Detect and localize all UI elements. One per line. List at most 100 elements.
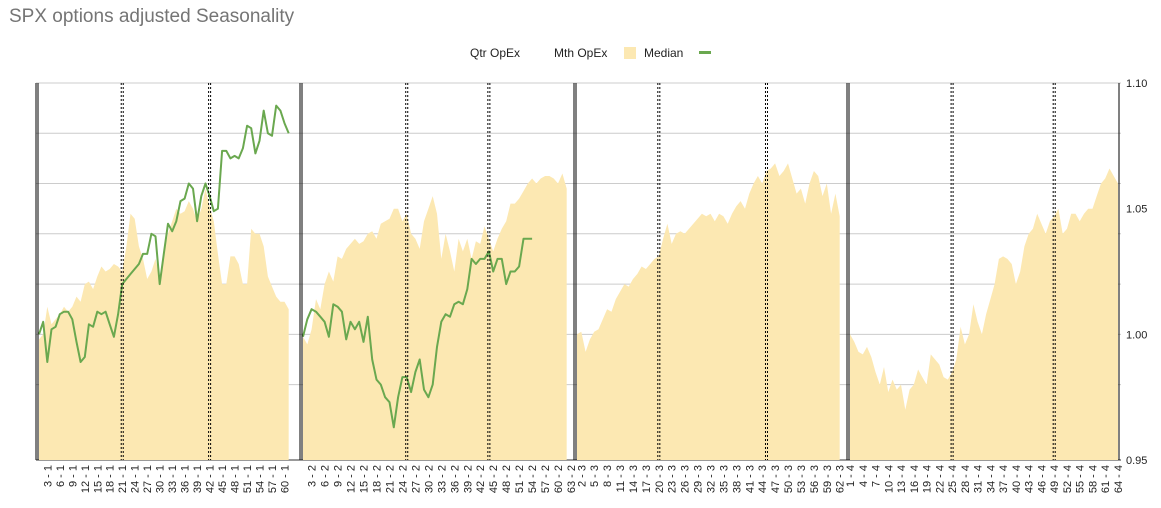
legend: Qtr OpEx Mth OpEx Median: [470, 46, 711, 60]
series-line-q2: [302, 237, 533, 429]
x-tick-label: 58 - 4: [1088, 465, 1100, 493]
series-line-q1: [38, 104, 290, 363]
x-tick-label: 18 - 1: [105, 465, 117, 493]
x-tick-label: 30 - 1: [155, 465, 167, 493]
x-tick-label: 42 - 2: [475, 465, 487, 493]
x-tick-label: 4 - 4: [858, 465, 870, 487]
x-tick-label: 62 - 3: [835, 465, 847, 493]
y-tick-label: 1.00: [1126, 329, 1147, 341]
opex-markers: [35, 83, 1120, 460]
x-tick-label: 2 - 3: [576, 465, 588, 487]
median-area-q3: [577, 163, 840, 460]
x-tick-label: 9 - 2: [333, 465, 345, 487]
x-tick-label: 45 - 2: [488, 465, 500, 493]
x-tick-label: 5 - 3: [589, 465, 601, 487]
x-tick-label: 36 - 2: [449, 465, 461, 493]
x-tick-label: 60 - 2: [553, 465, 565, 493]
x-tick-label: 56 - 3: [809, 465, 821, 493]
x-tick-label: 3 - 1: [42, 465, 54, 487]
x-tick-label: 23 - 3: [667, 465, 679, 493]
x-tick-label: 61 - 4: [1100, 465, 1112, 493]
x-tick-label: 10 - 4: [883, 465, 895, 493]
x-tick-label: 13 - 4: [896, 465, 908, 493]
x-tick-label: 29 - 3: [693, 465, 705, 493]
legend-label-median: Median: [644, 46, 683, 60]
x-tick-label: 45 - 1: [217, 465, 229, 493]
legend-median-swatch: [624, 47, 636, 59]
x-tick-label: 47 - 3: [770, 465, 782, 493]
y-tick-label: 1.05: [1126, 204, 1147, 216]
x-tick-label: 21 - 2: [385, 465, 397, 493]
x-tick-label: 39 - 1: [192, 465, 204, 493]
x-tick-label: 52 - 4: [1062, 465, 1074, 493]
legend-line-swatch: [699, 51, 711, 54]
x-tick-label: 49 - 4: [1049, 465, 1061, 493]
x-tick-label: 41 - 3: [744, 465, 756, 493]
x-tick-label: 53 - 3: [796, 465, 808, 493]
x-tick-label: 57 - 1: [267, 465, 279, 493]
x-tick-label: 50 - 3: [783, 465, 795, 493]
x-tick-label: 21 - 1: [117, 465, 129, 493]
x-tick-label: 46 - 4: [1036, 465, 1048, 493]
x-tick-label: 22 - 4: [934, 465, 946, 493]
x-tick-label: 48 - 2: [501, 465, 513, 493]
x-tick-label: 26 - 3: [680, 465, 692, 493]
x-tick-label: 42 - 1: [205, 465, 217, 493]
legend-label-mth-opex: Mth OpEx: [554, 46, 607, 60]
x-tick-label: 63 - 2: [566, 465, 578, 493]
x-tick-label: 9 - 1: [67, 465, 79, 487]
x-tick-label: 57 - 2: [540, 465, 552, 493]
x-tick-label: 54 - 2: [527, 465, 539, 493]
x-tick-label: 8 - 3: [602, 465, 614, 487]
y-tick-label: 1.10: [1126, 78, 1147, 90]
median-areas: [39, 163, 1118, 460]
x-tick-label: 19 - 4: [922, 465, 934, 493]
x-tick-label: 17 - 3: [641, 465, 653, 493]
x-tick-label: 15 - 2: [359, 465, 371, 493]
x-tick-label: 7 - 4: [871, 465, 883, 487]
x-tick-label: 37 - 4: [998, 465, 1010, 493]
x-tick-label: 16 - 4: [909, 465, 921, 493]
x-tick-label: 38 - 3: [731, 465, 743, 493]
x-tick-label: 60 - 1: [280, 465, 292, 493]
x-tick-label: 6 - 2: [320, 465, 332, 487]
median-area-q4: [850, 168, 1118, 460]
x-tick-label: 11 - 3: [615, 465, 627, 492]
x-tick-label: 18 - 2: [372, 465, 384, 493]
x-tick-label: 27 - 2: [410, 465, 422, 493]
x-tick-label: 3 - 2: [307, 465, 319, 487]
x-tick-label: 24 - 2: [397, 465, 409, 493]
median-area-q2: [303, 173, 567, 460]
y-axis-labels: 0.95 1.00 1.05 1.10: [1126, 78, 1147, 467]
series-lines: [38, 104, 533, 429]
x-tick-label: 24 - 1: [130, 465, 142, 493]
x-tick-label: 54 - 1: [255, 465, 267, 493]
x-tick-label: 43 - 4: [1024, 465, 1036, 493]
x-tick-label: 64 - 4: [1113, 465, 1125, 493]
x-tick-label: 27 - 1: [142, 465, 154, 493]
x-tick-label: 12 - 2: [346, 465, 358, 493]
x-tick-label: 51 - 2: [514, 465, 526, 493]
x-tick-label: 33 - 2: [436, 465, 448, 493]
x-tick-label: 32 - 3: [706, 465, 718, 493]
x-tick-label: 31 - 4: [973, 465, 985, 493]
x-tick-label: 44 - 3: [757, 465, 769, 493]
x-tick-label: 15 - 1: [92, 465, 104, 493]
x-tick-label: 48 - 1: [230, 465, 242, 493]
x-tick-label: 51 - 1: [242, 465, 254, 493]
x-tick-label: 12 - 1: [80, 465, 92, 493]
x-tick-label: 35 - 3: [718, 465, 730, 493]
x-tick-label: 34 - 4: [985, 465, 997, 493]
x-tick-label: 6 - 1: [55, 465, 67, 487]
x-tick-label: 30 - 2: [423, 465, 435, 493]
x-tick-label: 14 - 3: [628, 465, 640, 493]
x-tick-label: 20 - 3: [654, 465, 666, 493]
x-tick-label: 59 - 3: [822, 465, 834, 493]
x-tick-label: 39 - 2: [462, 465, 474, 493]
x-tick-label: 55 - 4: [1075, 465, 1087, 493]
x-tick-label: 28 - 4: [960, 465, 972, 493]
y-tick-label: 0.95: [1126, 455, 1147, 467]
x-tick-label: 40 - 4: [1011, 465, 1023, 493]
